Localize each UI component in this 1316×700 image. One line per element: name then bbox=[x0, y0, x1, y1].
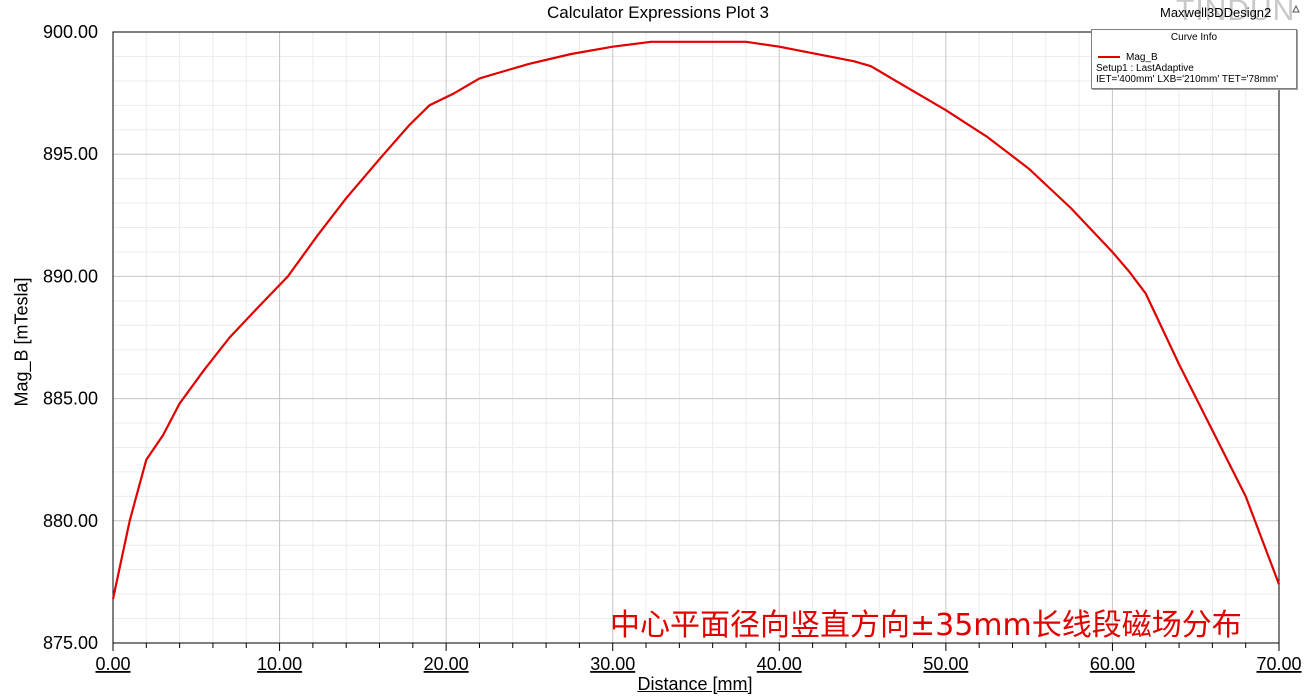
major-gridlines bbox=[112, 31, 1280, 644]
y-tick-label: 895.00 bbox=[43, 144, 98, 164]
axis-ticks bbox=[112, 643, 1280, 651]
legend-series-label: Mag_B bbox=[1126, 52, 1158, 63]
x-tick-label: 30.00 bbox=[590, 654, 635, 674]
chart-title: Calculator Expressions Plot 3 bbox=[546, 3, 770, 22]
y-tick-label: 890.00 bbox=[43, 266, 98, 286]
plot-border bbox=[112, 31, 1280, 644]
minor-gridlines bbox=[112, 31, 1280, 644]
y-tick-label: 880.00 bbox=[43, 511, 98, 531]
x-tick-labels: 0.00 10.00 20.00 30.00 40.00 50.00 60.00 70.00 bbox=[95, 654, 1301, 674]
y-tick-label: 900.00 bbox=[43, 22, 98, 42]
chart-annotation: 中心平面径向竖直方向±35mm长线段磁场分布 bbox=[610, 608, 1242, 643]
x-tick-label: 10.00 bbox=[257, 654, 302, 674]
curve-info-legend[interactable]: Curve Info Mag_B Setup1 : LastAdaptive I… bbox=[1091, 29, 1297, 89]
legend-entry: Mag_B bbox=[1098, 52, 1158, 63]
pin-icon[interactable] bbox=[1291, 4, 1301, 14]
legend-swatch bbox=[1098, 56, 1120, 59]
legend-header: Curve Info bbox=[1170, 32, 1218, 43]
watermark: TINDUN bbox=[1176, 0, 1296, 27]
y-tick-label: 875.00 bbox=[43, 633, 98, 653]
y-tick-labels: 875.00 880.00 885.00 890.00 895.00 900.00 bbox=[43, 22, 98, 653]
series-line-mag-b[interactable] bbox=[111, 40, 1281, 600]
x-tick-label: 60.00 bbox=[1090, 654, 1135, 674]
legend-params: IET='400mm' LXB='210mm' TET='78mm' bbox=[1096, 74, 1279, 85]
x-tick-label: 70.00 bbox=[1256, 654, 1301, 674]
y-tick-label: 885.00 bbox=[43, 389, 98, 409]
x-tick-label: 20.00 bbox=[424, 654, 469, 674]
y-axis-label: Mag_B [mTesla] bbox=[11, 277, 32, 407]
legend-setup: Setup1 : LastAdaptive bbox=[1096, 63, 1194, 74]
design-name: Maxwell3DDesign2 bbox=[1160, 5, 1272, 20]
x-tick-label: 40.00 bbox=[757, 654, 802, 674]
x-tick-label: 0.00 bbox=[95, 654, 130, 674]
x-tick-label: 50.00 bbox=[923, 654, 968, 674]
series-group bbox=[111, 40, 1281, 600]
x-axis-label: Distance [mm] bbox=[637, 674, 753, 694]
